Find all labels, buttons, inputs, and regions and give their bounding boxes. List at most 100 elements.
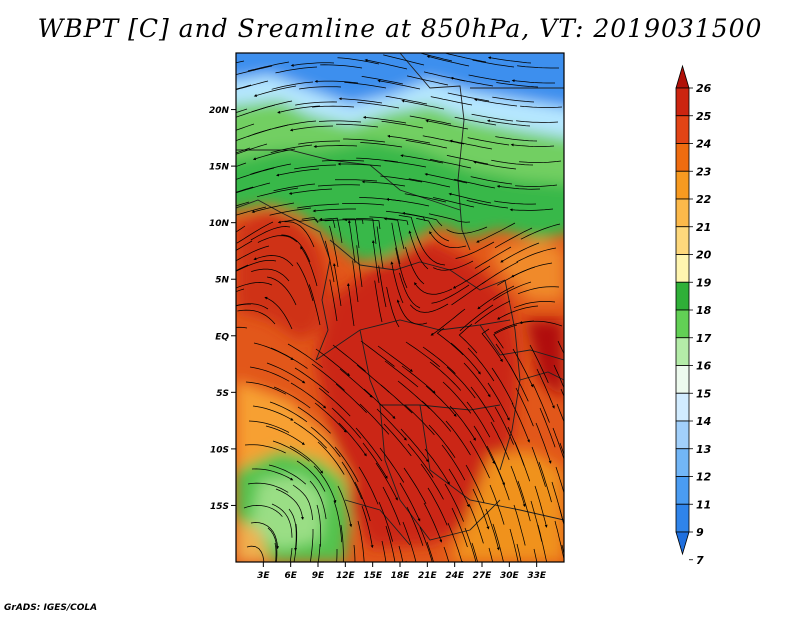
streamline [531,446,546,487]
streamline [384,160,427,168]
streamline [441,444,466,481]
streamline [313,465,337,504]
streamline [236,147,251,154]
streamline [344,82,387,89]
streamline [288,508,298,551]
streamline [290,382,327,409]
streamline [342,203,385,206]
streamline [451,280,487,306]
colorbar-label: 22 [696,193,712,206]
streamline [455,241,495,259]
colorbar-label: 16 [696,360,712,373]
streamline [424,172,468,184]
streamline [557,340,564,355]
streamline [313,144,358,148]
streamline [362,115,407,124]
streamline [252,148,296,161]
streamline [292,484,314,521]
streamline [428,424,456,459]
streamline [236,143,268,155]
streamline [496,184,541,190]
streamline [312,105,355,108]
longitude-axis: 3E 6E 9E 12E 15E 18E 21E 24E 27E 30E 33E [257,562,547,581]
streamline [401,365,436,394]
streamline [558,569,565,610]
lon-tick-label: 6E [284,571,297,581]
streamline [337,485,353,528]
streamline [452,265,491,289]
streamline [515,387,534,427]
streamline [386,286,400,328]
streamline [444,483,464,522]
streamline [406,75,449,86]
streamline [380,175,423,183]
grads-credit: GrADS: IGES/COLA [4,603,98,613]
streamline [516,247,557,263]
streamline [236,108,248,113]
streamline [338,422,367,457]
streamline [488,547,494,562]
streamline [278,563,288,604]
streamline [450,76,494,87]
streamline [446,155,489,165]
streamline [352,260,359,303]
map-title: WBPT [C] and Sreamline at 850hPa, VT: 20… [37,14,763,43]
streamline [424,448,450,485]
streamline [420,463,444,500]
streamline [359,569,361,611]
streamline [275,66,318,74]
streamline [251,202,295,214]
streamline [369,216,409,226]
streamline [237,309,276,325]
streamline [343,138,386,143]
streamline [436,327,464,356]
streamline [318,387,351,417]
lon-tick-label: 27E [473,571,493,581]
streamline [534,485,548,528]
streamline [517,286,560,295]
streamline [236,201,250,207]
streamline [284,221,315,248]
streamline [446,366,476,399]
streamline [293,421,327,449]
streamline [383,217,405,250]
streamline [236,65,273,75]
streamline [416,218,450,242]
streamline [458,323,478,354]
streamline [361,180,406,187]
streamline [315,348,351,377]
streamline [470,176,513,185]
streamline [236,225,246,233]
streamline [386,197,430,207]
streamline [444,53,487,63]
streamline [300,246,318,287]
streamline [492,523,504,562]
lat-tick-label: 5N [215,276,229,286]
streamline [236,282,273,289]
streamline [406,506,424,546]
streamline [297,406,331,434]
colorbar-swatch [675,87,690,117]
streamline [464,527,477,562]
streamline [327,564,333,606]
streamline [236,240,253,251]
colorbar-top-arrow [675,64,690,89]
streamline [287,343,323,368]
streamline [466,401,491,438]
streamline [336,123,379,128]
streamline [332,344,366,372]
streamline [500,242,540,263]
streamline [485,508,500,551]
colorbar-swatch [675,143,690,172]
streamline [513,301,556,309]
streamline [419,526,433,562]
streamline [489,484,505,525]
streamline [321,159,365,162]
colorbar-label: 18 [696,304,712,317]
streamline [469,440,490,479]
streamline [339,368,373,398]
streamline [270,347,308,369]
streamline [363,388,396,419]
colorbar-label: 21 [696,221,711,234]
streamline [517,480,531,522]
